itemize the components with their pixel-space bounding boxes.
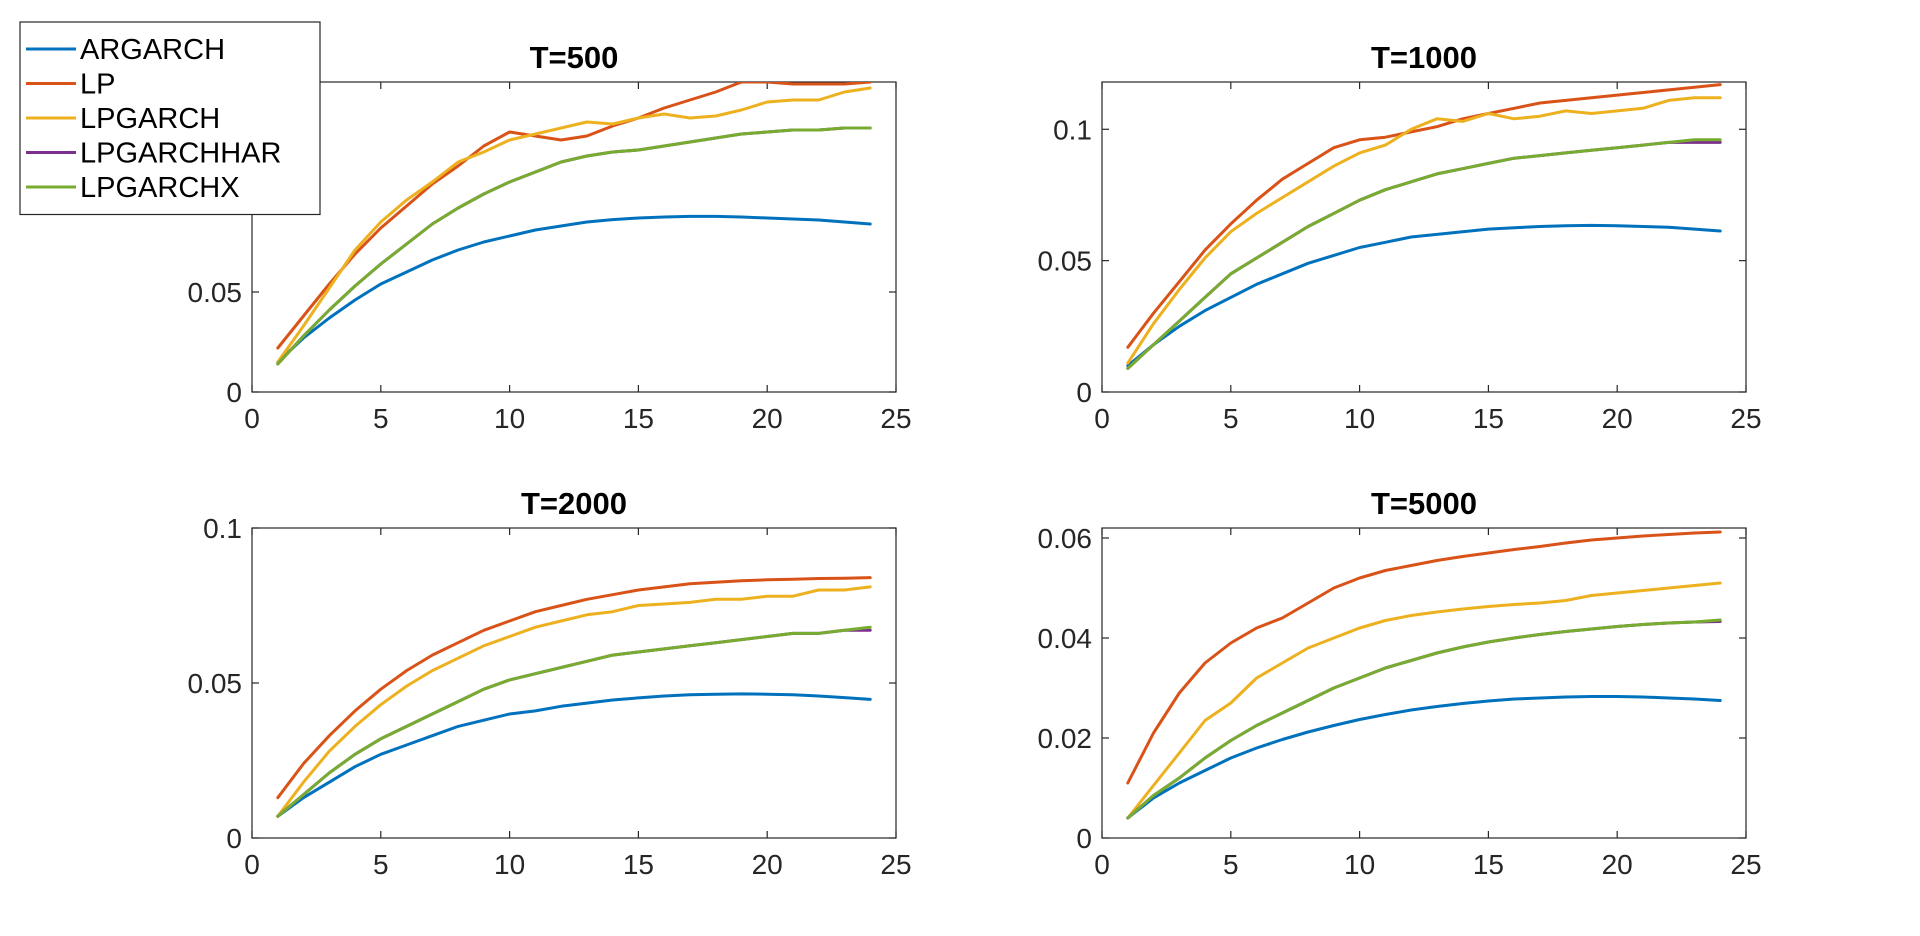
legend-label: LPGARCHX (80, 172, 240, 204)
plot-area (251, 527, 897, 839)
x-tick-label: 20 (752, 403, 783, 434)
series-line-lp (1126, 83, 1722, 349)
y-tick-label: 0 (226, 377, 242, 408)
series-line-lpgarchx (1126, 618, 1722, 820)
chart-panel-3: 0 5 10 15 20 25 0 0.05 0.1 T=2000 (188, 486, 912, 880)
x-tick-label: 25 (1730, 849, 1761, 880)
y-tick-label: 0.05 (1038, 246, 1093, 277)
x-tick-label: 0 (1094, 403, 1110, 434)
x-tick-label: 10 (494, 403, 525, 434)
plot-area (1101, 527, 1747, 839)
series-line-lpgarch (276, 585, 872, 818)
series-line-lp (276, 82, 872, 350)
x-tick-label: 0 (244, 849, 260, 880)
x-tick-label: 20 (1602, 403, 1633, 434)
legend-label: LPGARCH (80, 103, 220, 135)
series-line-argarch (276, 214, 872, 364)
y-tick-label: 0 (226, 823, 242, 854)
y-tick-label: 0.1 (1053, 114, 1092, 145)
series-line-lpgarchx (276, 126, 872, 366)
y-tick-label: 0.02 (1038, 723, 1093, 754)
x-tick-label: 10 (494, 849, 525, 880)
x-tick-label: 25 (880, 403, 911, 434)
x-tick-label: 25 (1730, 403, 1761, 434)
x-tick-label: 20 (752, 849, 783, 880)
x-tick-label: 5 (373, 403, 389, 434)
series-line-lp (1126, 530, 1722, 785)
legend-label: LPGARCHHAR (80, 138, 281, 170)
x-tick-label: 5 (1223, 403, 1239, 434)
series-line-argarch (1126, 695, 1722, 820)
chart-panel-4: 0 5 10 15 20 25 0 0.02 0.04 0.06 T=5000 (1038, 486, 1762, 880)
y-tick-label: 0.04 (1038, 623, 1093, 654)
series-line-lpgarch (1126, 581, 1722, 820)
x-tick-label: 15 (1473, 849, 1504, 880)
x-tick-label: 15 (1473, 403, 1504, 434)
x-tick-label: 5 (1223, 849, 1239, 880)
legend-label: ARGARCH (80, 34, 225, 66)
x-tick-label: 5 (373, 849, 389, 880)
series-line-lpgarch (276, 86, 872, 364)
y-tick-label: 0 (1076, 823, 1092, 854)
x-tick-label: 10 (1344, 403, 1375, 434)
x-tick-label: 15 (623, 849, 654, 880)
series-line-lpgarchx (1126, 138, 1722, 370)
y-tick-label: 0.06 (1038, 523, 1093, 554)
y-tick-label: 0.05 (188, 277, 243, 308)
y-tick-label: 0 (1076, 377, 1092, 408)
series-line-lp (276, 576, 872, 800)
x-tick-label: 25 (880, 849, 911, 880)
series-line-argarch (1126, 223, 1722, 368)
x-tick-label: 10 (1344, 849, 1375, 880)
x-tick-label: 15 (623, 403, 654, 434)
series-line-lpgarchx (276, 625, 872, 818)
chart-panel-1: 0 5 10 15 20 25 0 0.05 T=500 (188, 40, 912, 434)
chart-title: T=1000 (1371, 40, 1477, 75)
x-tick-label: 20 (1602, 849, 1633, 880)
x-tick-label: 0 (244, 403, 260, 434)
plot-area (251, 81, 897, 393)
chart-title: T=5000 (1371, 486, 1477, 521)
legend-label: LP (80, 69, 115, 101)
series-line-lpgarch (1126, 96, 1722, 365)
y-tick-label: 0.05 (188, 668, 243, 699)
chart-panel-2: 0 5 10 15 20 25 0 0.05 0.1 T=1000 (1038, 40, 1762, 434)
chart-title: T=500 (530, 40, 619, 75)
y-tick-label: 0.1 (203, 513, 242, 544)
series-line-argarch (276, 692, 872, 818)
chart-title: T=2000 (521, 486, 627, 521)
x-tick-label: 0 (1094, 849, 1110, 880)
